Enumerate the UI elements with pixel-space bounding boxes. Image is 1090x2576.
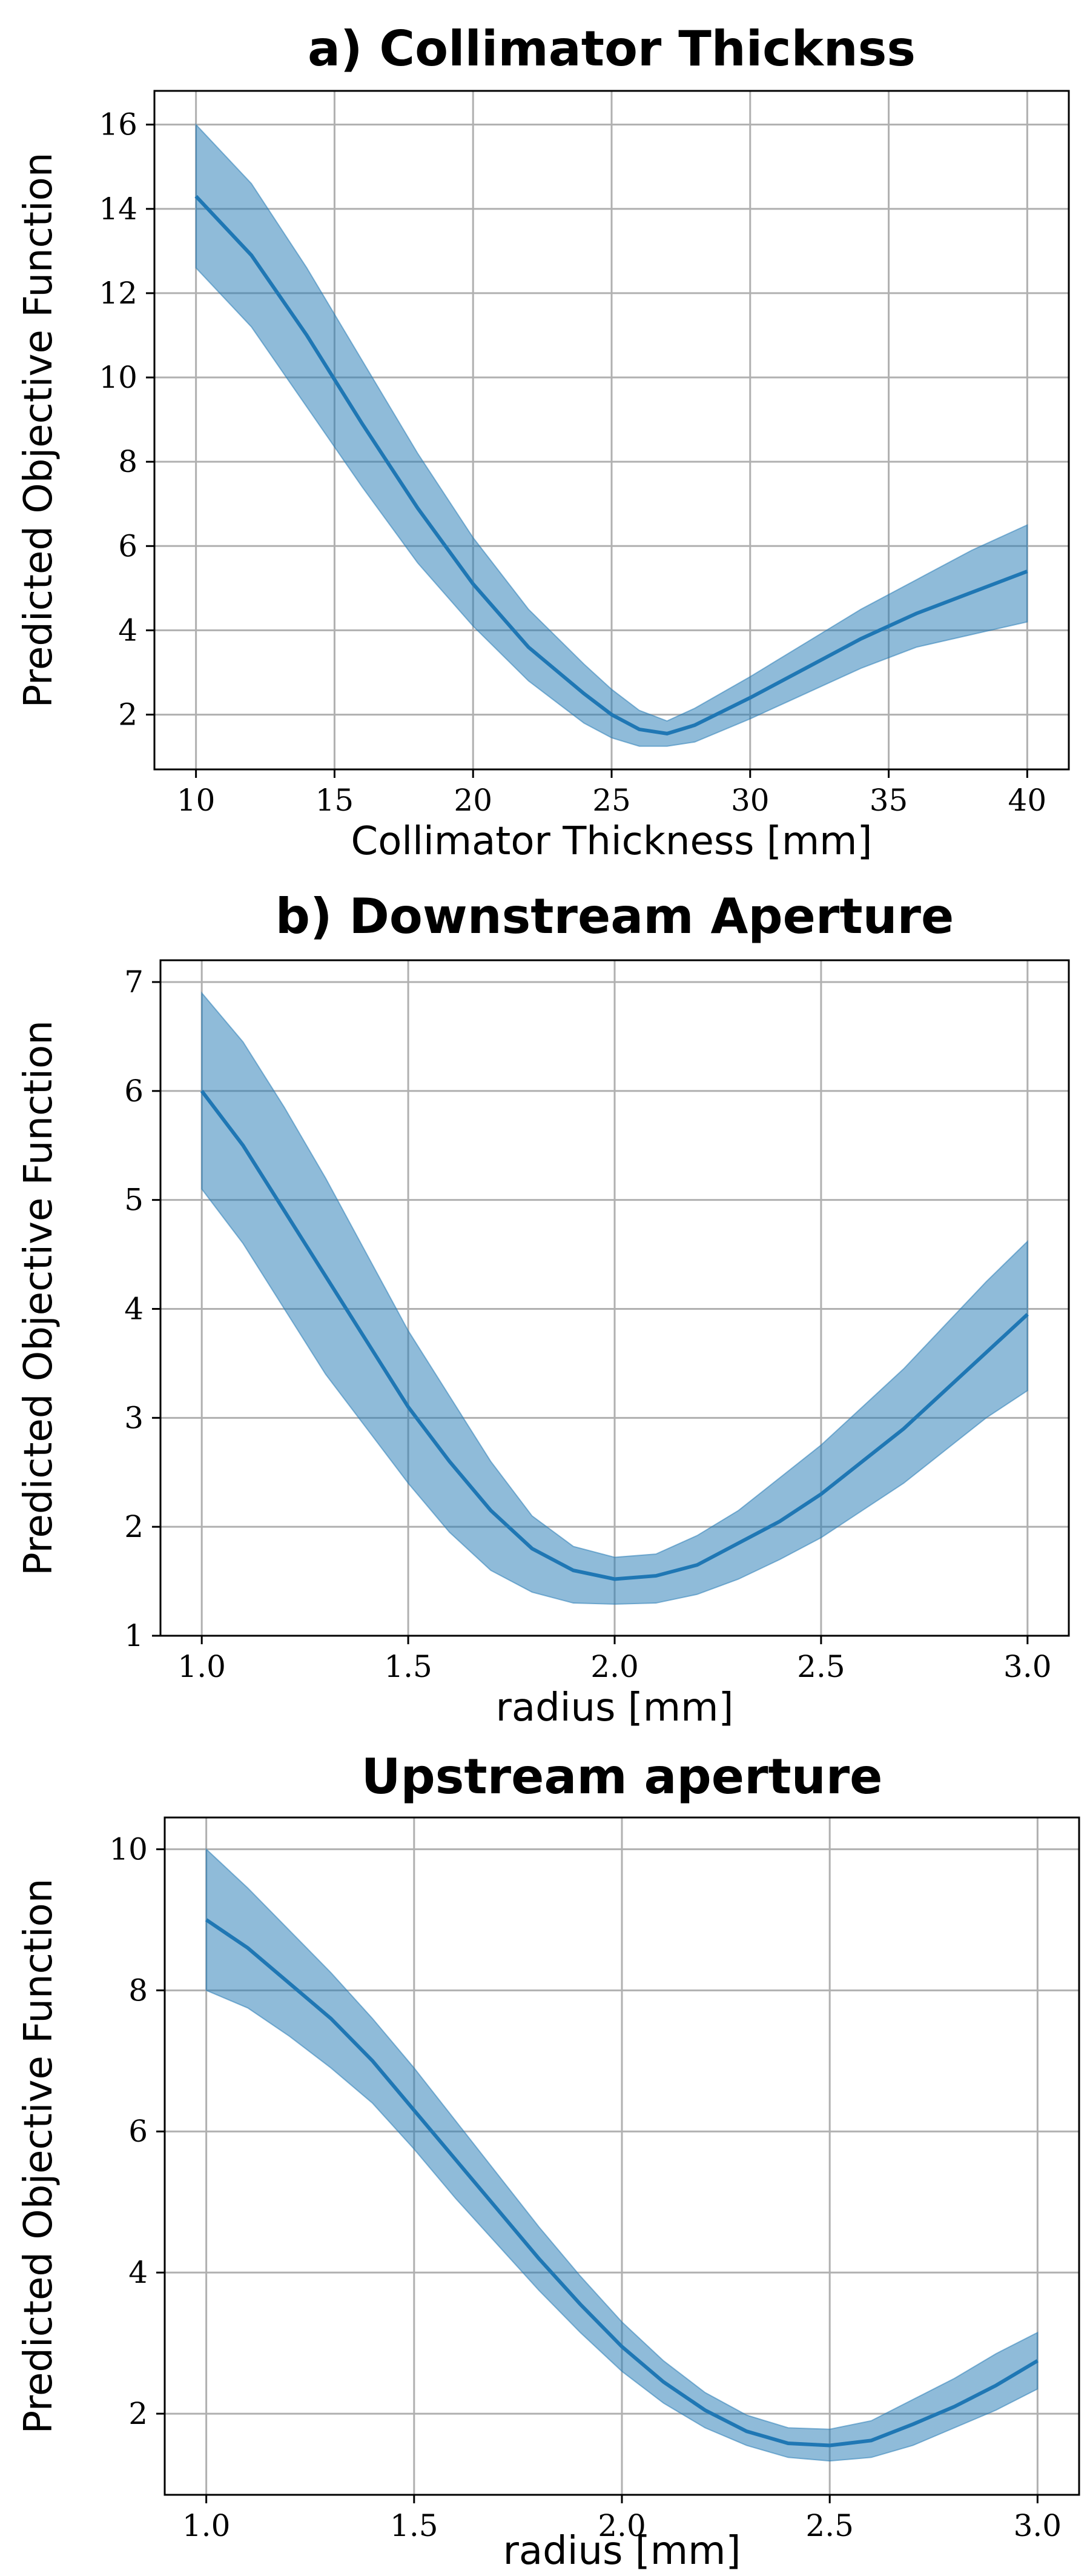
x-tick-label: 2.0 — [590, 1649, 639, 1684]
y-axis-label: Predicted Objective Function — [16, 153, 61, 708]
y-tick-label: 16 — [99, 107, 137, 142]
x-tick-label: 15 — [315, 783, 354, 818]
x-tick-label: 1.0 — [182, 2508, 231, 2543]
y-tick-label: 2 — [118, 697, 137, 732]
x-tick-label: 25 — [592, 783, 631, 818]
y-tick-label: 4 — [118, 612, 137, 648]
y-tick-label: 4 — [128, 2255, 148, 2290]
y-tick-label: 8 — [128, 1973, 148, 2008]
y-tick-label: 5 — [124, 1183, 144, 1218]
y-tick-label: 4 — [124, 1291, 144, 1326]
x-tick-label: 3.0 — [1003, 1649, 1052, 1684]
x-tick-label: 2.5 — [805, 2508, 854, 2543]
y-tick-label: 10 — [109, 1831, 148, 1867]
x-axis-label: Collimator Thickness [mm] — [351, 819, 873, 864]
x-tick-label: 30 — [731, 783, 770, 818]
x-tick-label: 35 — [870, 783, 908, 818]
y-tick-label: 2 — [128, 2396, 148, 2431]
x-tick-label: 1.0 — [177, 1649, 226, 1684]
x-tick-label: 40 — [1008, 783, 1047, 818]
x-axis-label: radius [mm] — [503, 2529, 741, 2574]
y-tick-label: 14 — [99, 191, 137, 227]
y-tick-label: 3 — [124, 1400, 144, 1435]
confidence-band — [201, 991, 1028, 1605]
y-axis-label: Predicted Objective Function — [16, 1020, 61, 1576]
x-tick-label: 1.5 — [390, 2508, 438, 2543]
y-tick-label: 8 — [118, 444, 137, 479]
chart-title: Upstream aperture — [362, 1748, 883, 1805]
x-tick-label: 2.0 — [598, 2508, 646, 2543]
chart-panel-2: 1.0 1.5 2.0 2.5 3.0 1 2 3 4 5 6 7 b) Downstream Aper… — [16, 888, 1070, 1730]
x-tick-label: 2.5 — [797, 1649, 845, 1684]
mean-line — [200, 1089, 1029, 1581]
y-tick-label: 6 — [118, 528, 137, 563]
confidence-band — [205, 1848, 1039, 2462]
chart-title: b) Downstream Aperture — [276, 888, 954, 944]
x-tick-label: 1.5 — [384, 1649, 432, 1684]
y-tick-label: 12 — [99, 276, 137, 311]
x-axis-label: radius [mm] — [496, 1685, 734, 1730]
y-tick-label: 6 — [128, 2114, 148, 2149]
mean-line — [205, 1918, 1039, 2448]
chart-title: a) Collimator Thicknss — [308, 21, 916, 77]
y-tick-label: 1 — [124, 1618, 144, 1653]
chart-panel-3: 1.0 1.5 2.0 2.5 3.0 2 4 6 8 10 Upstream aperture ra… — [16, 1748, 1080, 2574]
y-tick-label: 6 — [124, 1074, 144, 1109]
x-tick-label: 10 — [177, 783, 216, 818]
x-tick-label: 20 — [454, 783, 492, 818]
x-tick-label: 3.0 — [1014, 2508, 1062, 2543]
y-axis-label: Predicted Objective Function — [16, 1879, 61, 2434]
chart-panel-1: 10 15 20 25 30 35 40 2 4 6 8 10 12 14 16 a) Collimator … — [16, 21, 1070, 864]
mean-line — [194, 194, 1028, 735]
y-tick-label: 7 — [124, 964, 144, 1000]
y-tick-label: 10 — [99, 360, 137, 395]
confidence-band — [195, 123, 1028, 747]
y-tick-label: 2 — [124, 1509, 144, 1544]
